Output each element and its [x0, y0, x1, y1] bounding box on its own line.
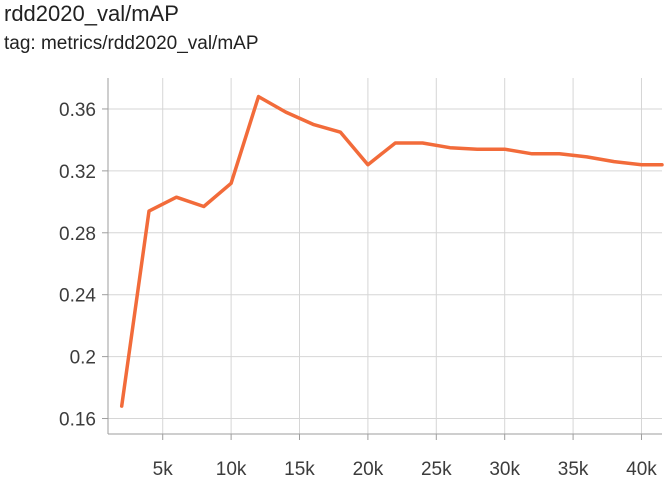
x-tick-label: 20k	[353, 459, 384, 480]
y-tick-label: 0.28	[59, 224, 96, 245]
series-layer	[119, 94, 664, 408]
x-tick-label: 15k	[284, 459, 315, 480]
y-tick-label: 0.16	[59, 410, 96, 431]
y-tick-label: 0.32	[59, 162, 96, 183]
x-tick-label: 10k	[216, 459, 247, 480]
x-tick-label: 25k	[421, 459, 452, 480]
series-line	[119, 94, 664, 408]
x-tick-label: 5k	[153, 459, 174, 480]
x-tick-label: 35k	[558, 459, 589, 480]
axis-layer	[102, 78, 662, 440]
grid-layer	[108, 78, 662, 434]
y-tick-label: 0.24	[59, 286, 96, 307]
chart-tag: tag: metrics/rdd2020_val/mAP	[4, 33, 259, 54]
chart-title: rdd2020_val/mAP	[4, 1, 179, 26]
y-tick-label: 0.36	[59, 100, 96, 121]
x-tick-label: 40k	[626, 459, 657, 480]
tick-label-layer: 0.16 0.2 0.24 0.28 0.32 0.36 5k 10k 15k 20k 25k 30k…	[59, 100, 657, 480]
x-tick-label: 30k	[489, 459, 520, 480]
y-tick-label: 0.2	[70, 348, 96, 369]
